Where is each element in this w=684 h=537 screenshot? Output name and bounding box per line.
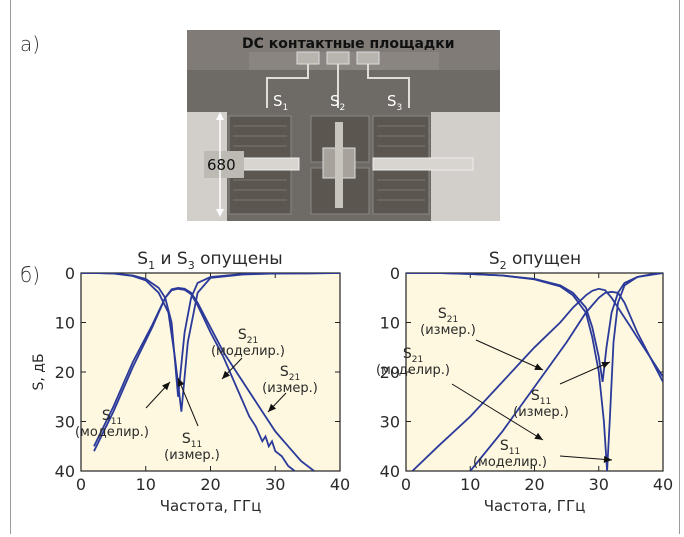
annotation-arrow bbox=[451, 383, 544, 441]
x-tick-label: 30 bbox=[589, 475, 609, 494]
chip-drawing: DC контактные площадки S1 S2 S3 680 bbox=[187, 30, 500, 221]
annotation-arrowhead bbox=[177, 378, 185, 387]
y-tick-label: 10 bbox=[55, 314, 75, 333]
annotation-arrowhead bbox=[603, 455, 612, 463]
y-tick-label: 20 bbox=[55, 363, 75, 382]
annotation-label: (моделир.) bbox=[75, 425, 149, 440]
annotation-label: (измер.) bbox=[262, 381, 318, 396]
annotation-label: (измер.) bbox=[164, 448, 220, 463]
series-line bbox=[93, 286, 315, 471]
annotation-label: (измер.) bbox=[420, 323, 476, 338]
part-a-label: а) bbox=[20, 32, 41, 56]
switch-s2-label: S2 bbox=[330, 92, 345, 113]
x-tick-label: 20 bbox=[200, 475, 220, 494]
annotation-label: (измер.) bbox=[513, 405, 569, 420]
annotation-label: S21 bbox=[403, 346, 423, 365]
y-tick-label: 0 bbox=[65, 264, 75, 283]
annotation-label: (моделир.) bbox=[376, 363, 450, 378]
annotation-arrow bbox=[475, 339, 544, 371]
annotation-label: S21 bbox=[238, 327, 258, 346]
x-tick-label: 30 bbox=[265, 475, 285, 494]
y-tick-label: 40 bbox=[55, 462, 75, 481]
annotation-arrowhead bbox=[222, 370, 231, 379]
x-tick-label: 0 bbox=[76, 475, 86, 494]
y-tick-label: 30 bbox=[55, 413, 75, 432]
dimension-label: 680 bbox=[207, 156, 236, 174]
annotation-arrowhead bbox=[162, 382, 170, 391]
annotation-arrow bbox=[559, 455, 613, 461]
annotation-label: S21 bbox=[438, 306, 458, 325]
annotation-label: S11 bbox=[500, 438, 520, 457]
annotation-arrow bbox=[559, 361, 611, 385]
annotation-arrowhead bbox=[534, 363, 543, 370]
plot-area bbox=[80, 272, 341, 472]
x-tick-label: 20 bbox=[524, 475, 544, 494]
y-tick-label: 30 bbox=[380, 413, 400, 432]
annotation-label: (моделир.) bbox=[473, 455, 547, 470]
annotation-label: S11 bbox=[182, 431, 202, 450]
switch-s3-label: S3 bbox=[387, 92, 402, 113]
x-tick-label: 10 bbox=[136, 475, 156, 494]
x-axis-label: Частота, ГГц bbox=[484, 497, 586, 515]
chip-photo: DC контактные площадки S1 S2 S3 680 bbox=[187, 30, 500, 221]
annotation-arrowhead bbox=[534, 432, 543, 440]
figure-frame bbox=[10, 0, 680, 534]
series-line bbox=[411, 287, 663, 471]
x-tick-label: 0 bbox=[401, 475, 411, 494]
dc-pads-caption: DC контактные площадки bbox=[242, 36, 455, 52]
plot-area bbox=[405, 272, 664, 472]
series-line bbox=[469, 290, 663, 471]
x-axis-label: Частота, ГГц bbox=[160, 497, 262, 515]
y-tick-label: 10 bbox=[380, 314, 400, 333]
series-line bbox=[93, 287, 296, 471]
annotation-label: (моделир.) bbox=[211, 344, 285, 359]
switch-s1-label: S1 bbox=[273, 92, 288, 113]
annotation-arrowhead bbox=[268, 403, 277, 412]
chart-title: S2 опущен bbox=[489, 249, 581, 272]
annotation-arrowhead bbox=[601, 362, 610, 369]
series-line bbox=[406, 273, 663, 471]
y-axis-label: S, дБ bbox=[31, 353, 47, 390]
chart-title: S1 и S3 опущены bbox=[137, 249, 282, 272]
x-tick-label: 40 bbox=[653, 475, 673, 494]
y-tick-label: 20 bbox=[380, 363, 400, 382]
annotation-label: S21 bbox=[280, 364, 300, 383]
x-tick-label: 10 bbox=[460, 475, 480, 494]
part-b-label: б) bbox=[20, 263, 41, 287]
annotation-label: S11 bbox=[531, 388, 551, 407]
annotation-label: S11 bbox=[102, 408, 122, 427]
x-tick-label: 40 bbox=[330, 475, 350, 494]
annotation-arrow bbox=[177, 377, 199, 427]
y-tick-label: 40 bbox=[380, 462, 400, 481]
y-tick-label: 0 bbox=[390, 264, 400, 283]
